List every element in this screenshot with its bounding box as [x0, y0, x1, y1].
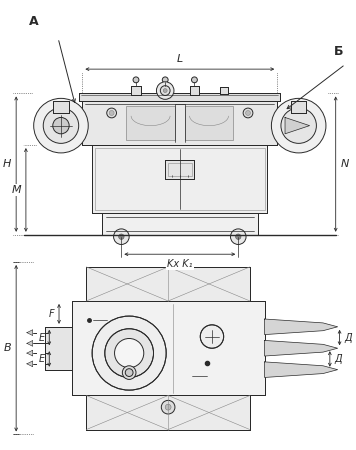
Circle shape — [92, 316, 166, 390]
Text: Д: Д — [335, 354, 342, 364]
Bar — [102, 213, 258, 235]
Polygon shape — [27, 361, 33, 367]
Circle shape — [281, 108, 316, 144]
Text: F: F — [48, 309, 54, 319]
Circle shape — [192, 77, 197, 83]
Bar — [92, 145, 267, 213]
Polygon shape — [27, 341, 33, 346]
Bar — [160, 86, 170, 95]
Text: E: E — [38, 354, 44, 364]
Circle shape — [114, 229, 129, 244]
Bar — [131, 86, 141, 95]
Text: А: А — [29, 15, 38, 28]
Circle shape — [105, 329, 153, 378]
Bar — [189, 86, 199, 95]
Circle shape — [246, 111, 250, 115]
Circle shape — [161, 400, 175, 414]
Circle shape — [53, 117, 69, 134]
Polygon shape — [285, 117, 310, 134]
Bar — [45, 327, 72, 369]
Bar — [291, 101, 307, 113]
Bar — [86, 267, 250, 301]
Circle shape — [34, 99, 88, 153]
Bar — [95, 148, 265, 211]
Circle shape — [125, 369, 133, 377]
Text: M: M — [11, 185, 21, 195]
Circle shape — [119, 234, 124, 239]
Bar — [86, 396, 250, 430]
Bar — [86, 267, 250, 301]
Bar — [72, 301, 265, 396]
Circle shape — [43, 108, 79, 144]
Circle shape — [133, 77, 139, 83]
Bar — [82, 101, 277, 145]
Bar — [92, 145, 267, 213]
Bar — [168, 162, 192, 176]
Bar — [79, 94, 280, 101]
Circle shape — [163, 89, 167, 93]
Circle shape — [165, 404, 171, 410]
Bar — [53, 101, 69, 113]
Text: N: N — [341, 159, 349, 169]
Polygon shape — [265, 319, 337, 335]
Text: H: H — [3, 159, 11, 169]
Bar — [185, 106, 234, 140]
Bar — [79, 94, 280, 101]
Bar — [102, 213, 258, 235]
Circle shape — [109, 111, 114, 115]
Text: В: В — [4, 343, 11, 353]
Text: Д: Д — [345, 333, 352, 342]
Bar — [131, 86, 141, 95]
Bar — [126, 106, 175, 140]
Polygon shape — [27, 330, 33, 336]
Circle shape — [107, 108, 116, 118]
Bar — [82, 101, 277, 145]
Bar — [86, 396, 250, 430]
Text: L: L — [177, 54, 183, 64]
Bar — [86, 396, 250, 430]
Bar — [160, 86, 170, 95]
Bar — [165, 160, 194, 179]
Text: E: E — [38, 333, 44, 342]
Text: Б: Б — [334, 45, 343, 58]
Polygon shape — [265, 362, 337, 378]
Circle shape — [162, 77, 168, 83]
Circle shape — [243, 108, 253, 118]
Circle shape — [160, 86, 170, 95]
Bar — [72, 301, 265, 396]
Circle shape — [271, 99, 326, 153]
Bar — [291, 101, 307, 113]
Polygon shape — [27, 350, 33, 356]
Circle shape — [115, 338, 144, 368]
Circle shape — [236, 234, 241, 239]
Bar — [189, 86, 199, 95]
Bar — [220, 87, 227, 94]
Bar — [220, 87, 227, 94]
Bar — [45, 327, 72, 369]
Polygon shape — [265, 341, 337, 356]
Bar — [86, 267, 250, 301]
Circle shape — [200, 325, 224, 348]
Circle shape — [230, 229, 246, 244]
Circle shape — [156, 82, 174, 99]
Circle shape — [122, 366, 136, 379]
Text: Kx K₁: Kx K₁ — [167, 259, 193, 269]
Bar — [53, 101, 69, 113]
Bar — [165, 160, 194, 179]
